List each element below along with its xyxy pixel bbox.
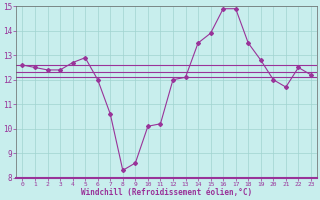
X-axis label: Windchill (Refroidissement éolien,°C): Windchill (Refroidissement éolien,°C) — [81, 188, 252, 197]
